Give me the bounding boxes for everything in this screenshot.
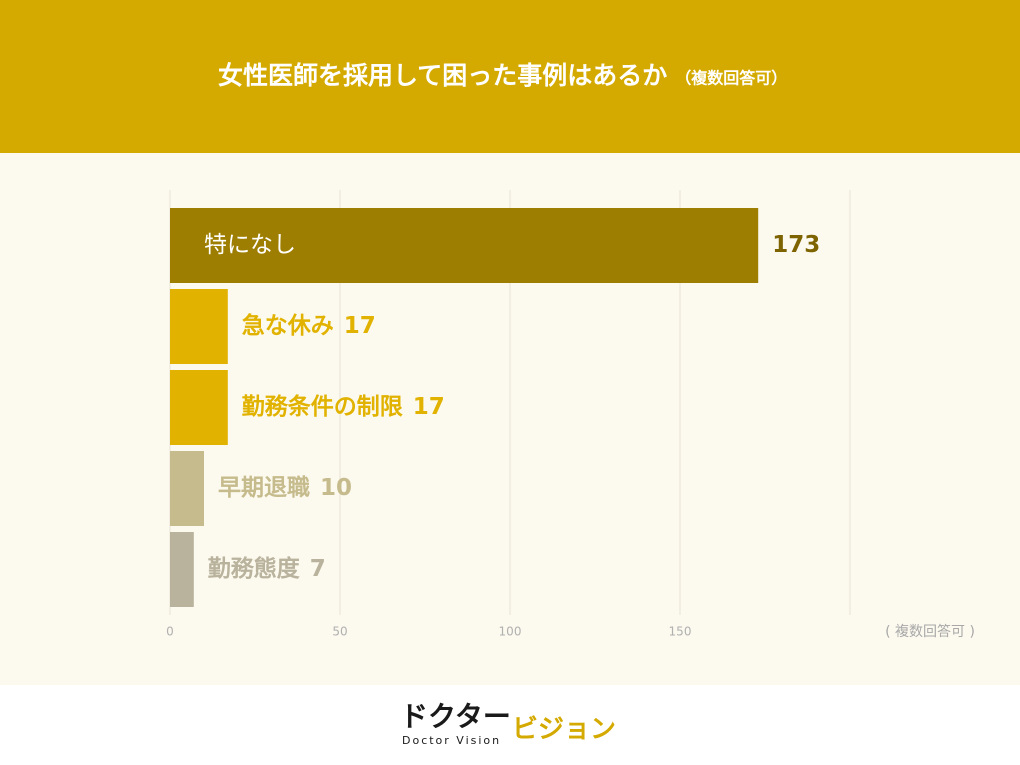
- header-band: [0, 0, 1020, 153]
- x-axis-label: ( 複数回答可 ): [885, 623, 975, 640]
- logo-right: ビジョン: [512, 715, 616, 745]
- bar: [170, 451, 204, 526]
- x-tick-label: 100: [499, 625, 522, 639]
- bar: [170, 208, 759, 283]
- chart-title: 女性医師を採用して困った事例はあるか: [218, 61, 667, 90]
- category-label: 勤務条件の制限: [242, 393, 403, 420]
- chart-subtitle: （複数回答可）: [675, 69, 787, 88]
- x-tick-label: 0: [166, 625, 174, 639]
- logo-left: ドクター: [400, 700, 511, 733]
- bar: [170, 289, 228, 364]
- x-tick-label: 50: [332, 625, 347, 639]
- x-tick-label: 150: [669, 625, 692, 639]
- bar: [170, 532, 194, 607]
- value-label: 10: [320, 475, 352, 501]
- category-label: 早期退職: [218, 474, 310, 501]
- category-label: 勤務態度: [208, 555, 301, 582]
- category-label: 特になし: [204, 232, 296, 258]
- category-label: 急な休み: [242, 312, 334, 339]
- value-label: 173: [772, 232, 820, 258]
- logo: ドクター ビジョン Doctor Vision: [400, 700, 616, 747]
- logo-tagline: Doctor Vision: [402, 734, 501, 747]
- bar: [170, 370, 228, 445]
- value-label: 17: [344, 313, 376, 339]
- value-label: 17: [413, 394, 445, 420]
- value-label: 7: [310, 556, 326, 582]
